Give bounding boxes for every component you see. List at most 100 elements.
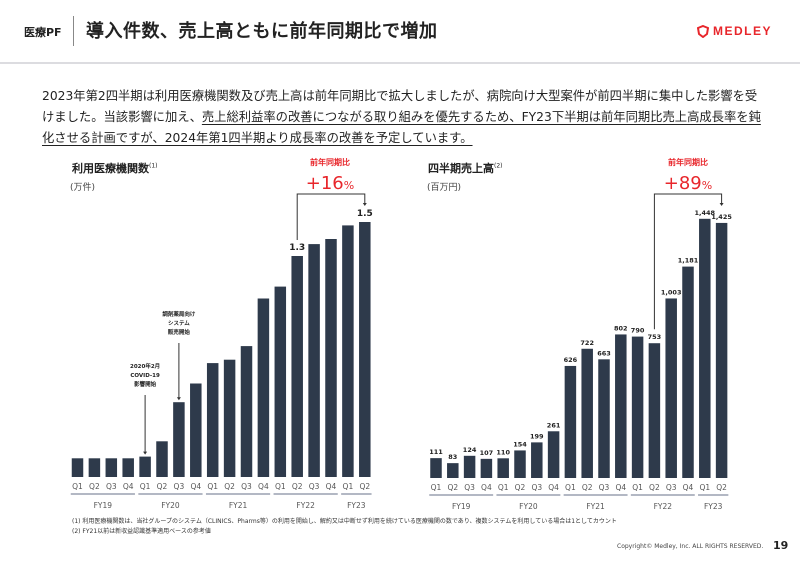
medley-logo: MEDLEY bbox=[697, 24, 772, 38]
chart1-x-tick: Q3 bbox=[174, 482, 185, 491]
chart2-bar bbox=[480, 458, 493, 478]
chart1-x-tick: Q3 bbox=[241, 482, 252, 491]
chart2-x-tick: Q2 bbox=[447, 483, 458, 492]
chart2-bar bbox=[682, 266, 694, 478]
chart2-group-label: FY22 bbox=[654, 502, 673, 511]
chart2-group-label: FY20 bbox=[519, 502, 538, 511]
footnotes: (1) 利用医療機関数は、当社グループのシステム（CLINICS、Pharms等… bbox=[72, 517, 617, 537]
chart2-bar bbox=[447, 463, 459, 478]
chart2-data-label: 110 bbox=[496, 448, 510, 456]
chart1-x-tick: Q4 bbox=[326, 482, 337, 491]
chart1-x-tick: Q1 bbox=[72, 482, 83, 491]
chart1-title-text: 利用医療機関数 bbox=[72, 162, 149, 175]
chart1-group-label: FY20 bbox=[161, 501, 180, 510]
chart2-x-tick: Q2 bbox=[515, 483, 526, 492]
chart2-title-note: (2) bbox=[494, 162, 503, 170]
chart2-bar bbox=[598, 359, 610, 478]
chart1-annotation-arrowhead bbox=[143, 451, 148, 455]
chart2-data-label: 1,425 bbox=[711, 213, 732, 221]
chart1-data-label: 1.5 bbox=[357, 209, 373, 219]
chart1-title: 利用医療機関数(1) bbox=[72, 160, 158, 176]
chart1-bar bbox=[291, 256, 303, 477]
yoy-value-suffix: % bbox=[344, 179, 354, 192]
chart2-x-tick: Q1 bbox=[431, 483, 442, 492]
chart2-data-label: 1,448 bbox=[695, 209, 716, 217]
chart1-x-tick: Q2 bbox=[89, 482, 100, 491]
chart1-x-tick: Q1 bbox=[140, 482, 151, 491]
chart1-yoy-bracket bbox=[296, 193, 366, 240]
chart1-group-label: FY22 bbox=[296, 501, 315, 510]
chart2-title-text: 四半期売上高 bbox=[428, 162, 494, 175]
chart2-data-label: 154 bbox=[513, 440, 527, 448]
chart2-group-label: FY19 bbox=[452, 502, 471, 511]
chart1-annotation-text: 2020年2月 bbox=[130, 362, 160, 370]
header-divider bbox=[73, 16, 74, 46]
chart2-data-label: 626 bbox=[564, 356, 578, 364]
chart1-x-tick: Q4 bbox=[258, 482, 269, 491]
chart2-bar bbox=[648, 343, 661, 478]
chart2-bar bbox=[699, 218, 711, 479]
chart2-data-label: 124 bbox=[463, 446, 477, 454]
chart2-bar bbox=[581, 348, 593, 478]
chart2-group-label: FY23 bbox=[704, 502, 723, 511]
chart2-x-tick: Q1 bbox=[565, 483, 576, 492]
page-number: 19 bbox=[773, 539, 789, 552]
chart2-x-tick: Q1 bbox=[498, 483, 509, 492]
chart2-bar bbox=[514, 450, 526, 478]
section-label: 医療PF bbox=[24, 26, 62, 39]
chart1-annotation-text: 影響開始 bbox=[134, 380, 157, 388]
medley-logo-icon bbox=[697, 24, 709, 38]
chart1-bar bbox=[122, 458, 134, 477]
chart1-bar bbox=[71, 458, 84, 477]
chart1-bar bbox=[240, 346, 253, 477]
chart2-bar bbox=[715, 222, 728, 478]
chart1-x-tick: Q2 bbox=[224, 482, 235, 491]
chart2-data-label: 802 bbox=[614, 324, 628, 332]
chart2-yoy-arrowhead bbox=[719, 203, 724, 206]
yoy-value-suffix: % bbox=[702, 179, 712, 192]
chart2-data-label: 199 bbox=[530, 432, 544, 440]
chart1-annotation-arrowhead bbox=[176, 397, 181, 401]
chart1-bar bbox=[308, 244, 320, 477]
chart2-bar bbox=[497, 458, 509, 478]
chart2-data-label: 1,181 bbox=[678, 257, 699, 265]
chart2-bar bbox=[430, 458, 442, 478]
chart1-group-label: FY23 bbox=[347, 501, 366, 510]
chart1-x-tick: Q2 bbox=[359, 482, 370, 491]
chart1-annotation-text: 販売開始 bbox=[168, 328, 191, 336]
chart2-x-tick: Q3 bbox=[666, 483, 677, 492]
chart1-x-tick: Q4 bbox=[123, 482, 134, 491]
header-rule bbox=[0, 62, 800, 64]
chart1-bar bbox=[325, 239, 337, 477]
chart1-x-tick: Q3 bbox=[106, 482, 117, 491]
chart2-bar bbox=[463, 455, 476, 478]
chart1-yoy-arrowhead bbox=[362, 203, 367, 206]
chart1-data-label: 1.3 bbox=[289, 243, 305, 253]
chart1-bar bbox=[359, 222, 371, 477]
chart2-yoy-label: 前年同期比 bbox=[668, 157, 708, 167]
chart1-bar bbox=[105, 458, 118, 477]
chart1-annotation-text: 調剤薬局向け bbox=[162, 310, 196, 318]
chart2-bar bbox=[547, 431, 560, 478]
chart2-x-tick: Q1 bbox=[632, 483, 643, 492]
chart2-unit: (百万円) bbox=[427, 183, 462, 193]
chart2-data-label: 83 bbox=[448, 453, 457, 461]
yoy-value-number: +89 bbox=[664, 173, 702, 194]
page-title: 導入件数、売上高ともに前年同期比で増加 bbox=[86, 21, 438, 42]
chart2-x-tick: Q4 bbox=[683, 483, 694, 492]
chart2-x-tick: Q2 bbox=[582, 483, 593, 492]
chart2-x-tick: Q4 bbox=[615, 483, 626, 492]
chart1-bar bbox=[88, 458, 101, 477]
chart1-bar bbox=[274, 286, 287, 477]
lead-paragraph: 2023年第2四半期は利用医療機関数及び売上高は前年同期比で拡大しましたが、病院… bbox=[42, 86, 762, 149]
chart1-x-tick: Q3 bbox=[309, 482, 320, 491]
chart2-data-label: 753 bbox=[648, 333, 662, 341]
chart1-x-tick: Q2 bbox=[292, 482, 303, 491]
chart2-x-tick: Q4 bbox=[548, 483, 559, 492]
footnote-1: (1) 利用医療機関数は、当社グループのシステム（CLINICS、Pharms等… bbox=[72, 518, 617, 525]
chart1-bar bbox=[257, 298, 270, 477]
chart1-group-label: FY21 bbox=[229, 501, 248, 510]
logo-text: MEDLEY bbox=[713, 24, 773, 38]
chart2-x-tick: Q3 bbox=[531, 483, 542, 492]
